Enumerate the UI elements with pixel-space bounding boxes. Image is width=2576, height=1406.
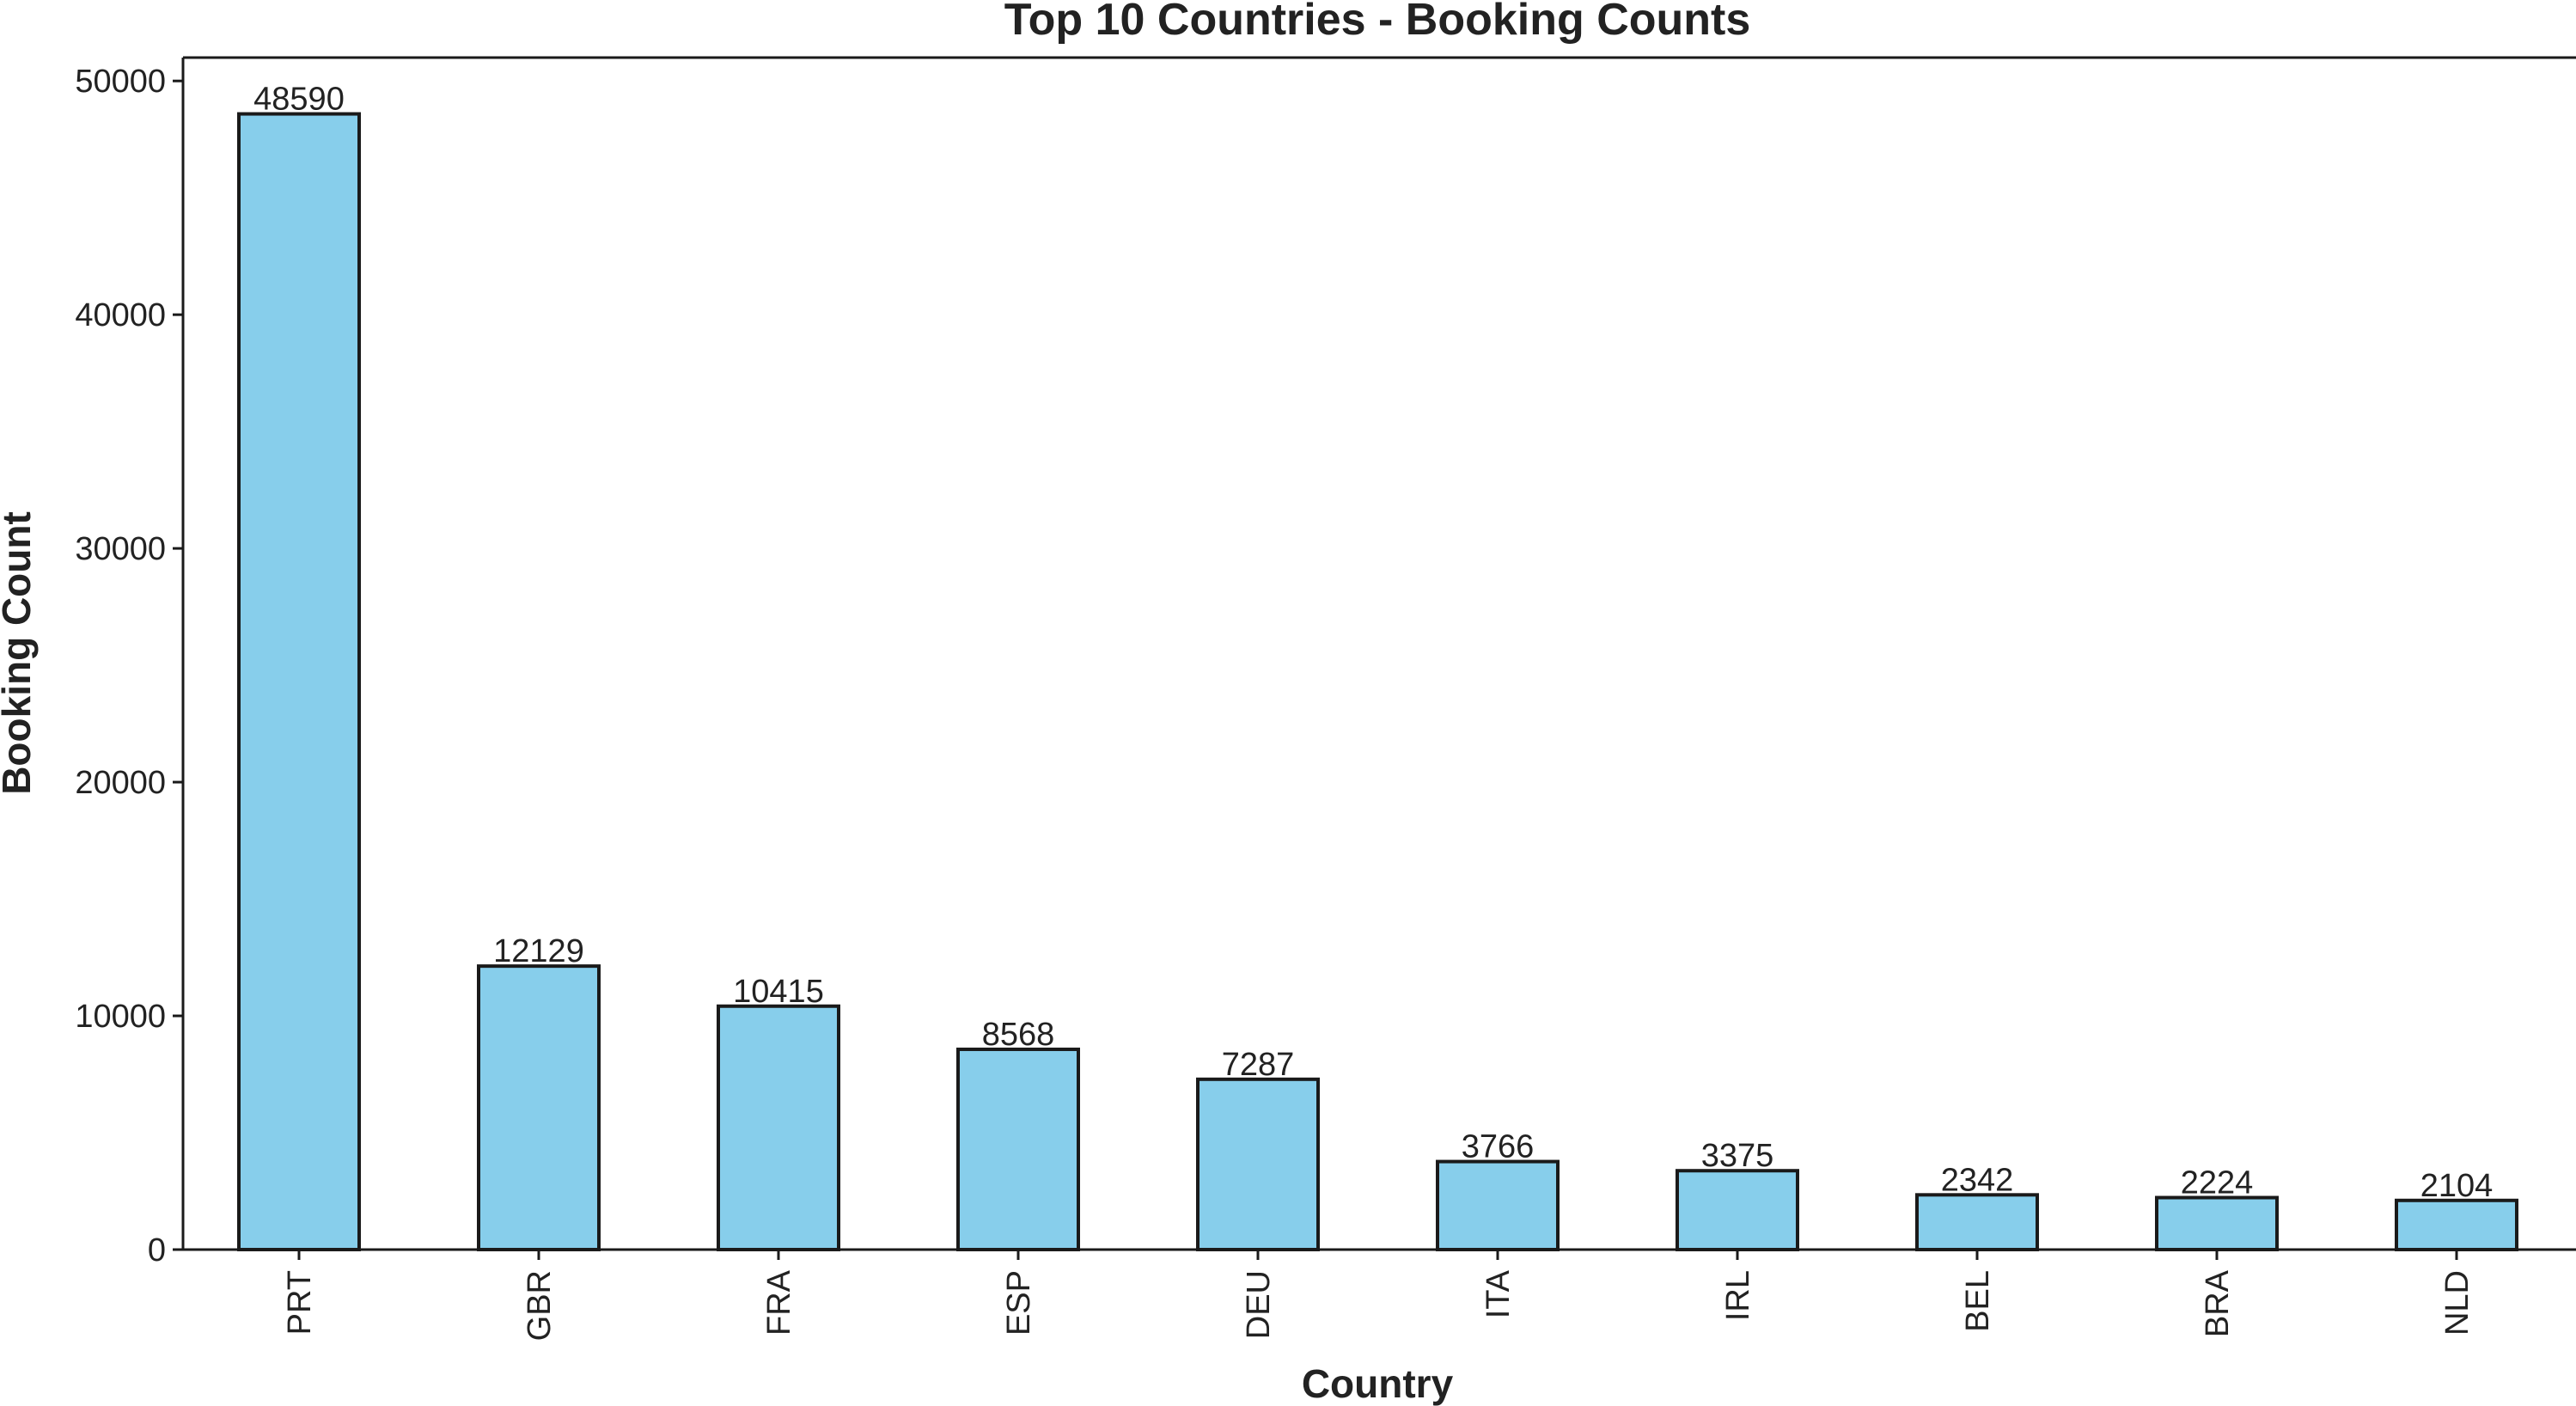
data-label-irl: 3375 <box>1701 1138 1774 1174</box>
bar-nld <box>2395 1198 2518 1251</box>
data-label-fra: 10415 <box>733 974 824 1010</box>
x-tick-label-bel: BEL <box>1960 1270 1996 1332</box>
bar-bel <box>1915 1193 2039 1251</box>
y-tick-label: 20000 <box>75 765 166 801</box>
x-tick-label-prt: PRT <box>282 1270 318 1335</box>
y-tick-label: 10000 <box>75 999 166 1035</box>
bar-irl <box>1676 1169 1799 1252</box>
bar-ita <box>1436 1159 1560 1252</box>
y-tick-label: 50000 <box>75 64 166 100</box>
bar-prt <box>237 112 361 1251</box>
y-tick-label: 30000 <box>75 531 166 567</box>
data-label-esp: 8568 <box>982 1017 1055 1053</box>
bar-esp <box>956 1047 1080 1252</box>
x-tick-label-esp: ESP <box>1001 1270 1037 1336</box>
x-tick-label-ita: ITA <box>1480 1269 1517 1318</box>
data-label-bra: 2224 <box>2181 1165 2254 1201</box>
x-tick-label-gbr: GBR <box>522 1270 558 1341</box>
data-label-gbr: 12129 <box>493 933 584 969</box>
y-tick-label: 40000 <box>75 297 166 333</box>
x-tick-label-irl: IRL <box>1720 1270 1756 1321</box>
bar-bra <box>2155 1195 2279 1251</box>
plot-frame <box>181 56 2576 1251</box>
bar-gbr <box>477 964 601 1252</box>
bar-deu <box>1196 1077 1320 1251</box>
y-tick-label: 0 <box>148 1232 166 1268</box>
data-label-prt: 48590 <box>253 82 345 118</box>
ticks-layer: PRT GBR FRA ESP DEU ITA IRL BEL BRA NLD 0 10000 2000… <box>75 64 2475 1341</box>
x-tick-label-bra: BRA <box>2200 1269 2236 1337</box>
x-tick-label-deu: DEU <box>1241 1270 1277 1339</box>
data-label-nld: 2104 <box>2420 1168 2494 1204</box>
chart-title: Top 10 Countries - Booking Counts <box>1004 0 1751 45</box>
data-label-ita: 3766 <box>1462 1129 1535 1165</box>
bar-fra <box>717 1004 840 1251</box>
y-axis-label: Booking Count <box>0 511 39 795</box>
data-label-deu: 7287 <box>1222 1047 1295 1083</box>
data-label-bel: 2342 <box>1941 1162 2014 1198</box>
x-tick-label-fra: FRA <box>761 1269 797 1336</box>
x-axis-label: Country <box>1302 1361 1454 1406</box>
x-tick-label-nld: NLD <box>2439 1270 2475 1336</box>
y-axis-label-group: Booking Count <box>0 511 39 795</box>
bars-layer: 48590 12129 10415 8568 7287 3766 3375 2342 2224 2… <box>237 82 2518 1252</box>
